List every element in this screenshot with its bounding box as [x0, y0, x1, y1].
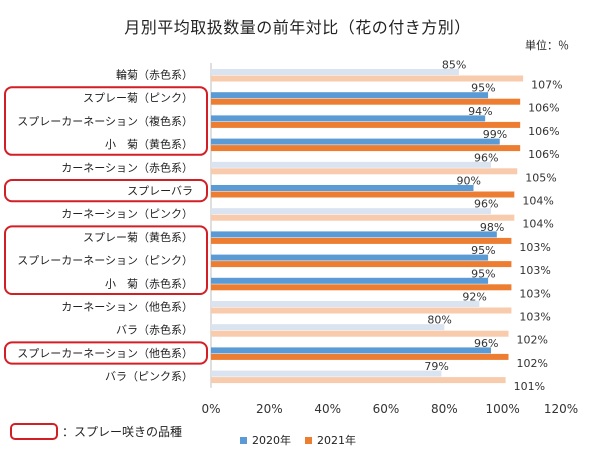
bar-2021	[211, 168, 518, 175]
bar-2021	[211, 98, 521, 105]
spray-group-box	[4, 341, 208, 365]
category-label: カーネーション（他色系）	[61, 300, 193, 314]
spray-group-box	[4, 225, 208, 295]
value-label-2021: 103%	[519, 264, 550, 277]
x-tick-label: 100%	[486, 402, 520, 416]
bar-2020	[211, 208, 491, 215]
value-label-2021: 103%	[519, 241, 550, 254]
legend-item-2021: 2021年	[305, 432, 356, 448]
category-label: スプレーカーネーション（ピンク）	[17, 254, 193, 267]
category-label: スプレーバラ	[127, 185, 193, 198]
value-label-2021: 106%	[528, 102, 559, 115]
value-label-2020: 96%	[474, 198, 498, 211]
bar-2020	[211, 115, 486, 122]
bar-2021	[211, 330, 509, 337]
category-label: スプレー菊（黄色系）	[83, 230, 193, 244]
spray-note: ：スプレー咲きの品種	[10, 423, 182, 440]
legend-swatch-2020	[240, 436, 247, 444]
value-label-2021: 105%	[525, 171, 556, 184]
bar-2020	[211, 370, 442, 377]
chart-title: 月別平均取扱数量の前年対比（花の付き方別）	[124, 18, 471, 37]
value-label-2021: 101%	[514, 380, 545, 393]
legend-label-2021: 2021年	[317, 434, 356, 447]
bar-2020	[211, 347, 491, 354]
bar-2021	[211, 237, 512, 244]
x-tick-label: 60%	[373, 402, 400, 416]
category-label: 小 菊（黄色系）	[105, 137, 193, 151]
value-label-2021: 106%	[528, 148, 559, 161]
bar-2020	[211, 301, 480, 307]
value-label-2020: 94%	[468, 105, 492, 118]
category-label: 小 菊（赤色系）	[105, 276, 193, 290]
bar-2020	[211, 161, 491, 168]
x-tick-label: 40%	[314, 402, 341, 416]
value-label-2021: 102%	[517, 357, 548, 370]
legend-swatch-2021	[305, 436, 312, 444]
value-label-2020: 96%	[474, 337, 498, 350]
spray-group-box	[4, 86, 208, 156]
category-label: カーネーション（ピンク）	[61, 208, 193, 221]
value-label-2020: 90%	[457, 175, 481, 188]
value-label-2021: 104%	[522, 218, 553, 231]
value-label-2020: 99%	[483, 128, 507, 141]
bar-2021	[211, 353, 509, 360]
value-label-2020: 96%	[474, 151, 498, 164]
spray-box-swatch	[10, 423, 58, 440]
x-tick-label: 80%	[431, 402, 458, 416]
value-label-2020: 98%	[480, 221, 504, 234]
bar-chart: 輪菊（赤色系） 85% 107% スプレー菊（ピンク） 95% 106% スプレーカーネーシ…	[4, 59, 578, 416]
spray-group-box	[4, 179, 208, 203]
bar-2020	[211, 231, 497, 238]
legend-item-2020: 2020年	[240, 432, 291, 448]
unit-label: 単位：％	[525, 39, 569, 52]
value-label-2020: 95%	[471, 267, 495, 280]
bar-2020	[211, 69, 459, 75]
bar-2020	[211, 185, 474, 191]
category-label: バラ（ピンク系）	[105, 370, 193, 383]
bar-2021	[211, 214, 515, 221]
value-label-2020: 85%	[442, 59, 466, 72]
value-label-2020: 79%	[424, 360, 448, 373]
category-label: スプレー菊（ピンク）	[83, 92, 193, 105]
bar-2021	[211, 121, 521, 128]
bar-2021	[211, 284, 512, 291]
value-label-2020: 95%	[471, 82, 495, 95]
bar-2021	[211, 191, 515, 198]
category-label: バラ（赤色系）	[116, 323, 193, 337]
value-label-2021: 103%	[519, 311, 550, 324]
bar-2021	[211, 377, 506, 384]
x-tick-label: 120%	[544, 402, 578, 416]
bar-2021	[211, 145, 521, 152]
value-label-2020: 92%	[462, 291, 486, 304]
legend: 2020年 2021年	[240, 432, 370, 448]
x-tick-label: 20%	[256, 402, 283, 416]
x-tick-label: 0%	[201, 402, 220, 416]
category-label: カーネーション（赤色系）	[61, 160, 193, 174]
spray-note-label: ：スプレー咲きの品種	[62, 425, 183, 439]
bar-2021	[211, 75, 524, 82]
bar-2020	[211, 254, 489, 261]
category-label: スプレーカーネーション（複色系）	[17, 114, 193, 128]
bar-2020	[211, 92, 489, 99]
value-label-2021: 107%	[531, 79, 562, 92]
category-label: スプレーカーネーション（他色系）	[17, 346, 193, 360]
value-label-2020: 80%	[427, 314, 451, 327]
bar-2020	[211, 138, 500, 145]
bar-2020	[211, 324, 445, 331]
value-label-2021: 106%	[528, 125, 559, 138]
bar-2021	[211, 307, 512, 314]
value-label-2021: 102%	[517, 334, 548, 347]
category-label: 輪菊（赤色系）	[116, 68, 193, 82]
bar-2021	[211, 261, 512, 268]
value-label-2020: 95%	[471, 244, 495, 257]
bar-2020	[211, 277, 489, 284]
legend-label-2020: 2020年	[252, 434, 291, 447]
value-label-2021: 103%	[519, 287, 550, 300]
value-label-2021: 104%	[522, 195, 553, 208]
